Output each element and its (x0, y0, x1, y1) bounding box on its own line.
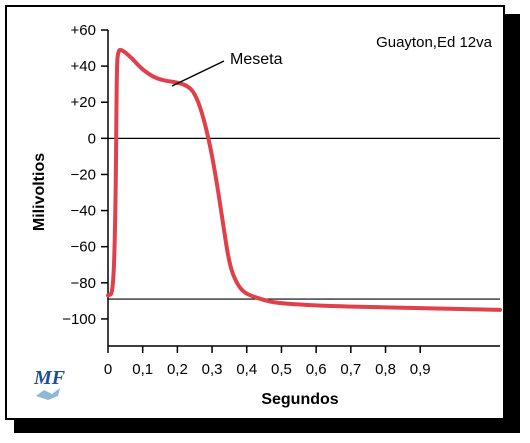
plot-area (107, 30, 500, 347)
y-tick-label: +60 (71, 22, 96, 39)
x-tick-label: 0,8 (375, 361, 396, 378)
x-axis-title: Segundos (261, 391, 338, 408)
x-tick-label: 0,7 (340, 361, 361, 378)
y-axis-title: Milivoltios (31, 153, 48, 231)
x-tick-label: 0,4 (236, 361, 257, 378)
x-axis: 0 0,1 0,2 0,3 0,4 0,5 0,6 0,7 0,8 0,9 (104, 346, 431, 378)
y-tick-label: −20 (71, 166, 96, 183)
y-tick-label: −60 (71, 239, 96, 256)
mf-logo: MF (33, 367, 66, 400)
annotation-meseta: Meseta (230, 51, 283, 68)
y-tick-label: −40 (71, 203, 96, 220)
x-tick-label: 0 (104, 361, 112, 378)
source-credit: Guayton,Ed 12va (376, 34, 493, 51)
x-tick-label: 0,6 (306, 361, 327, 378)
annotation-pointer (171, 60, 225, 87)
logo-text: MF (33, 367, 66, 389)
x-tick-label: 0,2 (167, 361, 188, 378)
x-tick-label: 0,5 (271, 361, 292, 378)
x-tick-label: 0,3 (202, 361, 223, 378)
x-tick-label: 0,1 (132, 361, 153, 378)
y-tick-label: 0 (88, 130, 96, 147)
chart-frame (5, 5, 505, 420)
y-axis: +60 +40 +20 0 −20 −40 −60 −80 −100 (62, 22, 108, 328)
series-line (106, 47, 502, 312)
y-tick-label: −100 (62, 311, 96, 328)
y-tick-label: +20 (71, 94, 96, 111)
x-tick-label: 0,9 (410, 361, 431, 378)
y-tick-label: −80 (71, 275, 96, 292)
y-tick-label: +40 (71, 58, 96, 75)
